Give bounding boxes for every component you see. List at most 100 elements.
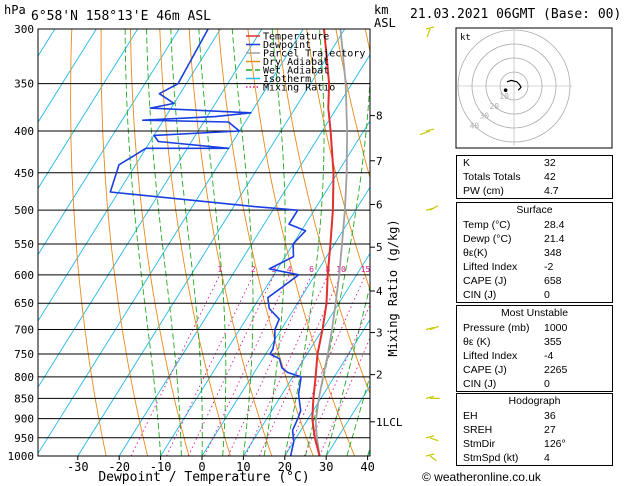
km-tick-label: 2: [376, 369, 383, 382]
surface-panel: Surface Temp (°C) 28.4 Dewp (°C) 21.4 θε(K…: [456, 202, 613, 303]
eh-label: EH: [463, 410, 478, 422]
legend-label: Parcel Trajectory: [263, 49, 365, 60]
km-tick-label: 8: [376, 110, 383, 123]
eh-value: 36: [544, 410, 556, 422]
pressure-tick-label: 450: [14, 167, 34, 180]
hodograph-ring-label: 30: [479, 112, 489, 121]
mu-cin-label: CIN (J): [463, 378, 497, 390]
hodograph-ring-label: 40: [470, 122, 480, 131]
pw-label: PW (cm): [463, 185, 504, 197]
isotherm-line: [77, 29, 346, 456]
surface-cape-value: 658: [544, 275, 562, 287]
x-tick-label: 20: [278, 460, 292, 474]
km-tick-label: 6: [376, 198, 383, 211]
pressure-tick-label: 700: [14, 324, 34, 337]
totals-value: 42: [544, 171, 556, 183]
hodograph-ring-label: 20: [489, 102, 499, 111]
temperature-line: [311, 29, 335, 456]
pressure-tick-label: 500: [14, 204, 34, 217]
mu-li-value: -4: [544, 350, 554, 362]
profiles: [109, 29, 349, 456]
surface-theta-label: θε(K): [463, 247, 488, 259]
x-tick-label: 10: [236, 460, 250, 474]
pressure-grid: 300 350 400 450 500 550 600 650 700 750 800 850 900 9…: [8, 23, 370, 463]
mixing-ratio-line: [187, 274, 275, 456]
mu-theta-label: θε (K): [463, 336, 491, 348]
isotherm-line: [38, 29, 97, 124]
mu-pres-label: Pressure (mb): [463, 322, 530, 334]
mu-theta-value: 355: [544, 336, 562, 348]
surface-theta-value: 348: [544, 247, 562, 259]
x-tick-label: -30: [67, 460, 89, 474]
copyright-footer[interactable]: © weatheronline.co.uk: [422, 470, 541, 484]
wind-barb-staff: [425, 26, 435, 30]
stmdir-value: 126°: [544, 438, 566, 450]
mixing-ratio-label: 6: [309, 265, 314, 274]
x-axis-label: Dewpoint / Temperature (°C): [98, 470, 309, 485]
pressure-tick-label: 550: [14, 238, 34, 251]
stmdir-label: StmDir: [463, 438, 496, 450]
surface-li-value: -2: [544, 261, 554, 273]
x-tick-label: -10: [150, 460, 172, 474]
surface-dewp-value: 21.4: [544, 233, 565, 245]
indices-panel: K 32 Totals Totals 42 PW (cm) 4.7: [456, 155, 613, 199]
x-tick-label: 40: [360, 460, 374, 474]
legend-label: Dewpoint: [263, 40, 311, 51]
pressure-tick-label: 800: [14, 371, 34, 384]
mixing-ratio-label: 2: [251, 265, 256, 274]
isotherm-line: [38, 29, 180, 256]
legend-label: Dry Adiabat: [263, 57, 329, 68]
pressure-tick-label: 900: [14, 413, 34, 426]
mu-pres-value: 1000: [544, 322, 568, 334]
legend-label: Mixing Ratio: [263, 83, 335, 94]
wind-barbs: [419, 26, 440, 462]
legend-label: Isotherm: [263, 74, 311, 85]
mu-cin-value: 0: [544, 378, 550, 390]
mixing-ratio-line: [166, 274, 254, 456]
pressure-tick-label: 400: [14, 125, 34, 138]
pressure-tick-label: 650: [14, 297, 34, 310]
wind-barb-staff: [425, 395, 435, 399]
km-tick-label: 4: [376, 285, 383, 298]
stmspd-label: StmSpd (kt): [463, 452, 519, 464]
hodograph-title: Hodograph: [508, 395, 561, 407]
asl-label: ASL: [374, 16, 396, 30]
mu-cape-label: CAPE (J): [463, 364, 507, 376]
pressure-tick-label: 600: [14, 269, 34, 282]
surface-cin-label: CIN (J): [463, 289, 497, 301]
isotherm-line: [0, 29, 13, 456]
x-tick-label: 0: [198, 460, 205, 474]
legend-label: Temperature: [263, 32, 329, 43]
k-index-label: K: [463, 157, 471, 169]
dry-adiabat-line: [335, 29, 370, 180]
hodograph-units: kt: [460, 33, 471, 43]
surface-title: Surface: [516, 204, 553, 216]
mixing-ratio-label: 15: [361, 265, 371, 274]
isotherm-line: [284, 318, 370, 456]
wind-barb: [429, 437, 439, 442]
isotherm-line: [38, 29, 304, 455]
pressure-tick-label: 300: [14, 23, 34, 36]
k-index-value: 32: [544, 157, 556, 169]
wind-barb: [429, 325, 440, 331]
wet-adiabat-line: [346, 374, 370, 456]
km-tick-label: 1LCL: [376, 416, 403, 429]
axes: -30 -20 -10 0 10 20 30 40 1LCL 2 3 4 5 6 7 8: [67, 110, 403, 474]
wind-barb: [429, 455, 437, 462]
pressure-tick-label: 350: [14, 78, 34, 91]
isotherm-line: [38, 29, 139, 190]
wind-barb-staff: [425, 453, 435, 457]
mixing-ratio-axis-label: Mixing Ratio (g/kg): [386, 219, 400, 356]
mu-li-label: Lifted Index: [463, 350, 518, 362]
x-tick-label: -20: [108, 460, 130, 474]
mixing-ratio-line: [227, 274, 313, 456]
wind-barb: [426, 28, 431, 38]
mu-cape-value: 2265: [544, 364, 568, 376]
isotherm-line: [118, 53, 370, 456]
x-tick-label: 30: [319, 460, 333, 474]
hodograph-panel: Hodograph EH 36 SREH 27 StmDir 126° StmSpd …: [456, 393, 613, 466]
wind-barb: [429, 205, 438, 211]
isotherm-line: [38, 29, 263, 389]
